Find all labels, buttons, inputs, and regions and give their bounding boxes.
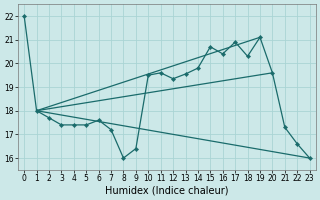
X-axis label: Humidex (Indice chaleur): Humidex (Indice chaleur) <box>105 186 229 196</box>
